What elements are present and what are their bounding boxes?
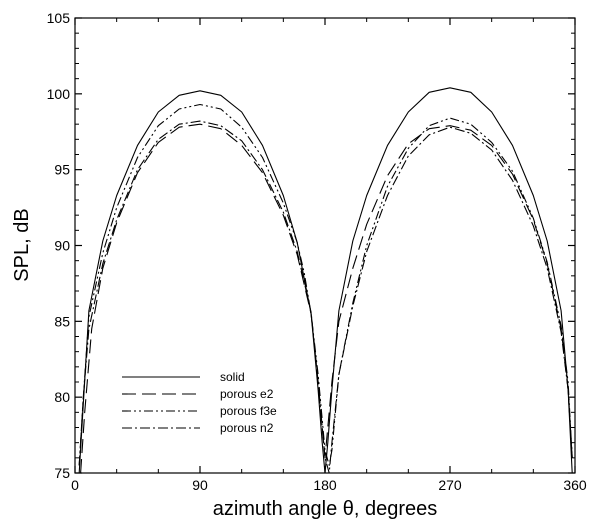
series-line-porous-e2 <box>80 123 573 473</box>
x-axis-label: azimuth angle θ, degrees <box>213 498 438 520</box>
y-tick-label: 90 <box>54 238 70 254</box>
legend-label: porous e2 <box>220 387 274 401</box>
x-tick-label: 0 <box>71 477 79 493</box>
x-tick-label: 360 <box>563 477 587 493</box>
x-tick-label: 180 <box>313 477 337 493</box>
y-tick-label: 85 <box>54 313 70 329</box>
x-tick-label: 90 <box>192 477 208 493</box>
series-line-porous-n2 <box>78 120 573 473</box>
y-tick-label: 75 <box>54 465 70 481</box>
plot-area-frame <box>74 17 576 474</box>
y-tick-label: 105 <box>47 10 71 26</box>
legend: solid porous e2 porous f3e porous n2 <box>122 370 277 435</box>
series-layer <box>78 87 573 473</box>
y-tick-label: 100 <box>47 86 71 102</box>
y-tick-label: 95 <box>54 162 70 178</box>
x-tick-label: 270 <box>438 477 462 493</box>
legend-label: porous f3e <box>220 404 277 418</box>
y-tick-label: 80 <box>54 389 70 405</box>
y-axis-label: SPL, dB <box>11 208 33 281</box>
series-line-solid <box>78 87 573 473</box>
ticks-layer: 0 90 180 270 360 75 80 85 90 95 100 105 <box>47 10 587 493</box>
legend-label: porous n2 <box>220 421 274 435</box>
legend-label: solid <box>220 370 245 384</box>
